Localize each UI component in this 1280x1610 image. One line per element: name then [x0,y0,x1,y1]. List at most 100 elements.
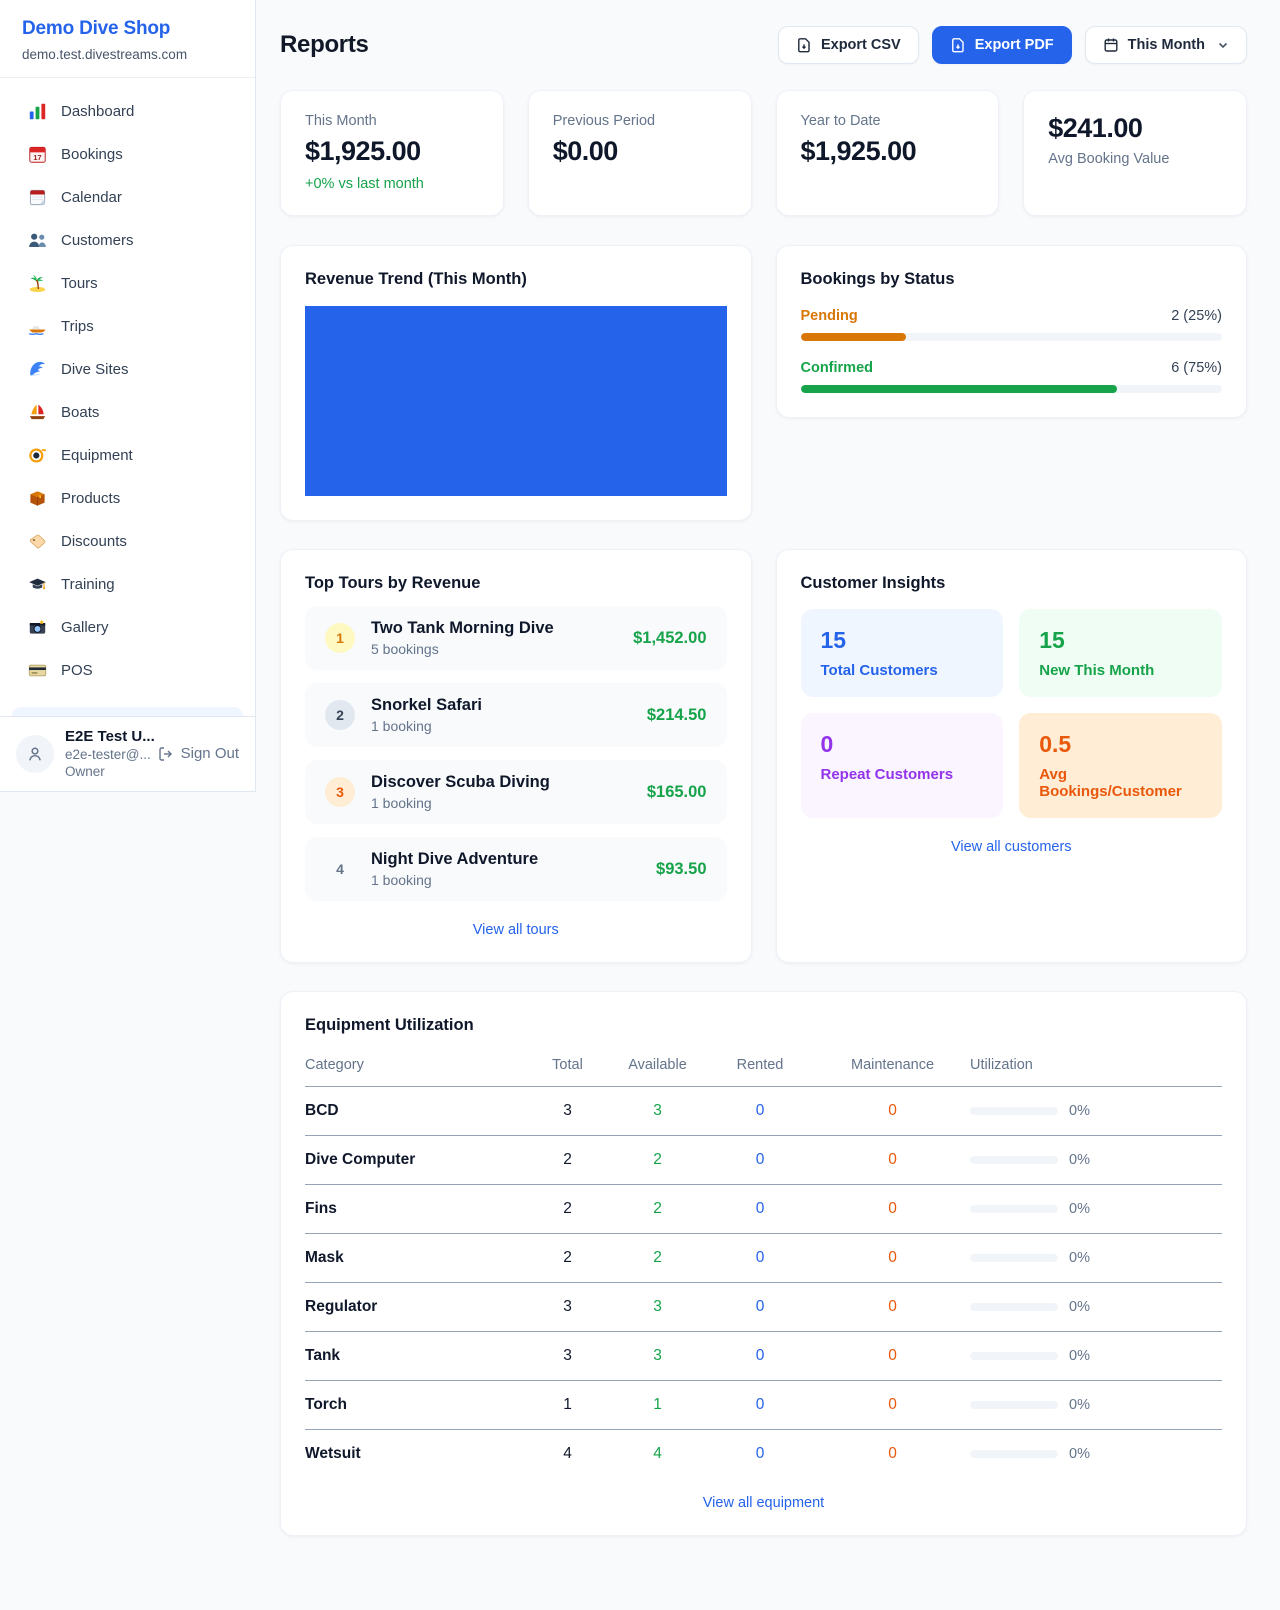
stat-card-year-to-date: Year to Date $1,925.00 [775,90,1000,216]
header-actions: Export CSV Export PDF This Month [777,26,1247,64]
cell-total: 1 [525,1380,610,1430]
sign-out-label: Sign Out [180,745,239,762]
equipment-icon [28,446,47,465]
insight-tile-new-this-month: 15 New This Month [1019,609,1222,697]
tour-list-item: 4 Night Dive Adventure 1 booking $93.50 [305,837,727,901]
pos-icon [28,661,47,680]
tour-bookings: 5 bookings [371,641,439,657]
tour-name: Night Dive Adventure [371,850,539,868]
stat-card-previous-period: Previous Period $0.00 [527,90,752,216]
cell-category: Regulator [305,1282,525,1332]
utilization-percent: 0% [1069,1348,1090,1364]
sidebar-item-products[interactable]: Products [12,479,243,518]
sidebar-item-dashboard[interactable]: Dashboard [12,92,243,131]
user-name: E2E Test U... [65,728,155,745]
stat-card-avg-booking-value: $241.00 Avg Booking Value [1023,90,1247,216]
cell-available: 4 [653,1445,662,1462]
sidebar-item-gallery[interactable]: Gallery [12,608,243,647]
equipment-utilization-card: Equipment Utilization Category Total Ava… [280,991,1247,1536]
table-row: Fins 2 2 0 0 0% [305,1184,1222,1234]
utilization-bar-track [970,1303,1058,1311]
table-row: Torch 1 1 0 0 0% [305,1380,1222,1430]
cell-maintenance: 0 [815,1233,970,1283]
sidebar-item-calendar[interactable]: Calendar [12,178,243,217]
sidebar-item-discounts[interactable]: Discounts [12,522,243,561]
stat-card-this-month: This Month $1,925.00 +0% vs last month [280,90,504,216]
stat-value: $0.00 [552,136,619,166]
cell-maintenance: 0 [815,1282,970,1332]
period-selector-dropdown[interactable]: This Month [1084,26,1247,64]
insights-row: Top Tours by Revenue 1 Two Tank Morning … [280,549,1247,963]
table-row: Wetsuit 4 4 0 0 0% [305,1430,1222,1479]
export-csv-button[interactable]: Export CSV [777,26,919,64]
sidebar-item-label: Dashboard [61,103,135,120]
stat-value: $241.00 [1048,113,1143,143]
tour-list-item: 3 Discover Scuba Diving 1 booking $165.0… [305,760,727,824]
logout-icon [158,746,174,762]
cell-available: 2 [610,1135,705,1185]
cell-maintenance: 0 [815,1184,970,1234]
top-tours-card: Top Tours by Revenue 1 Two Tank Morning … [280,549,752,963]
sidebar-item-label: Equipment [61,447,133,464]
charts-row: Revenue Trend (This Month) Bookings by S… [280,245,1247,521]
status-bar-track [800,385,1222,393]
sidebar-item-dive-sites[interactable]: Dive Sites [12,350,243,389]
rank-badge: 3 [325,777,355,807]
cell-total: 3 [525,1331,610,1381]
cell-category: Dive Computer [305,1135,525,1185]
tour-revenue: $1,452.00 [633,628,707,647]
sidebar-item-trips[interactable]: Trips [12,307,243,346]
sidebar-item-tours[interactable]: Tours [12,264,243,303]
column-header-total: Total [525,1049,610,1087]
cell-category: Tank [305,1331,525,1381]
sidebar-item-pos[interactable]: POS [12,651,243,690]
tile-value: 15 [820,627,847,653]
utilization-percent: 0% [1069,1103,1090,1119]
sidebar-item-equipment[interactable]: Equipment [12,436,243,475]
training-icon [28,575,47,594]
tour-list-item: 2 Snorkel Safari 1 booking $214.50 [305,683,727,747]
tour-name: Two Tank Morning Dive [371,619,554,637]
bookings-by-status-title: Bookings by Status [800,270,955,288]
view-all-tours-link[interactable]: View all tours [305,922,727,938]
cell-rented: 0 [705,1135,815,1185]
status-label: Confirmed [800,360,874,376]
sidebar-item-bookings[interactable]: 17 Bookings [12,135,243,174]
utilization-bar-track [970,1254,1058,1262]
status-bar-fill [800,333,906,341]
utilization-bar-track [970,1450,1058,1458]
cell-available: 1 [610,1380,705,1430]
stat-label: Previous Period [552,113,656,129]
sidebar-item-customers[interactable]: Customers [12,221,243,260]
bookings-by-status-card: Bookings by Status Pending 2 (25%) Confi… [775,245,1247,418]
sidebar-item-label: Bookings [61,146,123,163]
tour-bookings: 1 booking [371,872,432,888]
sidebar-item-label: Discounts [61,533,127,550]
cell-total: 2 [525,1135,610,1185]
cell-category: Fins [305,1184,525,1234]
view-all-customers-link[interactable]: View all customers [801,839,1223,855]
utilization-percent: 0% [1069,1299,1090,1315]
table-row: BCD 3 3 0 0 0% [305,1086,1222,1136]
sign-out-button[interactable]: Sign Out [158,745,239,762]
cell-available: 2 [610,1184,705,1234]
cell-available: 3 [610,1331,705,1381]
cell-maintenance: 0 [888,1445,897,1462]
sidebar-item-boats[interactable]: Boats [12,393,243,432]
status-bar-fill [800,385,1117,393]
sidebar-item-reports-partial[interactable] [12,707,243,716]
trips-icon [28,317,47,336]
cell-category: Mask [305,1233,525,1283]
tour-name: Snorkel Safari [371,696,482,714]
user-email: e2e-tester@... [65,747,151,762]
view-all-equipment-link[interactable]: View all equipment [305,1495,1222,1511]
dashboard-icon [28,102,47,121]
revenue-trend-card: Revenue Trend (This Month) [280,245,752,521]
customers-icon [28,231,47,250]
shop-name: Demo Dive Shop [22,18,171,39]
sidebar-item-label: Dive Sites [61,361,129,378]
sidebar-item-training[interactable]: Training [12,565,243,604]
utilization-percent: 0% [1069,1250,1090,1266]
export-pdf-button[interactable]: Export PDF [931,26,1072,64]
utilization-percent: 0% [1069,1446,1090,1462]
